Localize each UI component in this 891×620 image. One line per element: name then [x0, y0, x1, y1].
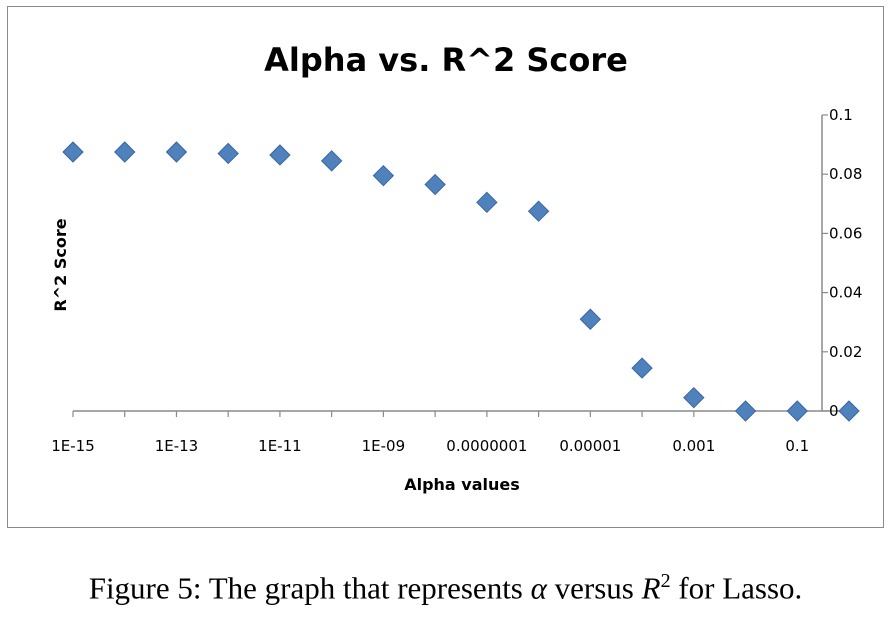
- data-point: [372, 164, 395, 187]
- chart: Alpha vs. R^2 Score 1E-15 1E-13 1E-11 1E-09…: [51, 41, 862, 494]
- chart-title: Alpha vs. R^2 Score: [264, 41, 628, 79]
- data-point: [62, 141, 84, 163]
- x-tick-label: 0.001: [672, 437, 715, 455]
- data-point: [838, 400, 860, 422]
- x-tick-label: 1E-09: [362, 437, 406, 455]
- data-point: [269, 144, 291, 166]
- plot-area: 1E-15 1E-13 1E-11 1E-09 0.0000001 0.00001 0.00…: [51, 106, 862, 455]
- caption-prefix: Figure 5: The graph that represents: [88, 570, 531, 606]
- x-tick-label: 1E-15: [51, 437, 95, 455]
- data-point: [114, 141, 136, 163]
- caption-r-symbol: R: [641, 570, 661, 606]
- x-tick-label: 0.00001: [559, 437, 621, 455]
- data-point: [786, 400, 808, 422]
- figure-caption: Figure 5: The graph that represents α ve…: [0, 570, 891, 606]
- y-tick-label: 0.06: [829, 224, 862, 242]
- data-point: [527, 200, 550, 222]
- y-tick-label: 0: [829, 402, 839, 420]
- x-tick-label: 0.0000001: [446, 437, 527, 455]
- x-tick-label: 1E-13: [155, 437, 199, 455]
- chart-frame: [7, 6, 884, 528]
- data-point: [734, 400, 757, 422]
- data-point: [631, 357, 653, 379]
- y-tick-label: 0.02: [829, 343, 862, 361]
- data-point: [579, 308, 602, 330]
- caption-alpha-symbol: α: [530, 570, 547, 606]
- y-tick-label: 0.04: [829, 284, 862, 302]
- caption-suffix: for Lasso.: [670, 570, 803, 606]
- caption-superscript: 2: [660, 570, 671, 592]
- y-tick-label: 0.08: [829, 165, 862, 183]
- data-point: [320, 150, 343, 172]
- caption-middle: versus: [546, 570, 642, 606]
- data-point: [683, 386, 705, 409]
- data-point: [217, 142, 239, 165]
- x-axis-title: Alpha values: [404, 475, 520, 494]
- y-axis-title: R^2 Score: [51, 218, 70, 311]
- data-point: [165, 141, 188, 163]
- x-tick-label: 0.1: [785, 437, 809, 455]
- data-point: [424, 173, 446, 196]
- data-point: [476, 191, 498, 214]
- x-tick-label: 1E-11: [258, 437, 302, 455]
- y-tick-label: 0.1: [829, 106, 853, 124]
